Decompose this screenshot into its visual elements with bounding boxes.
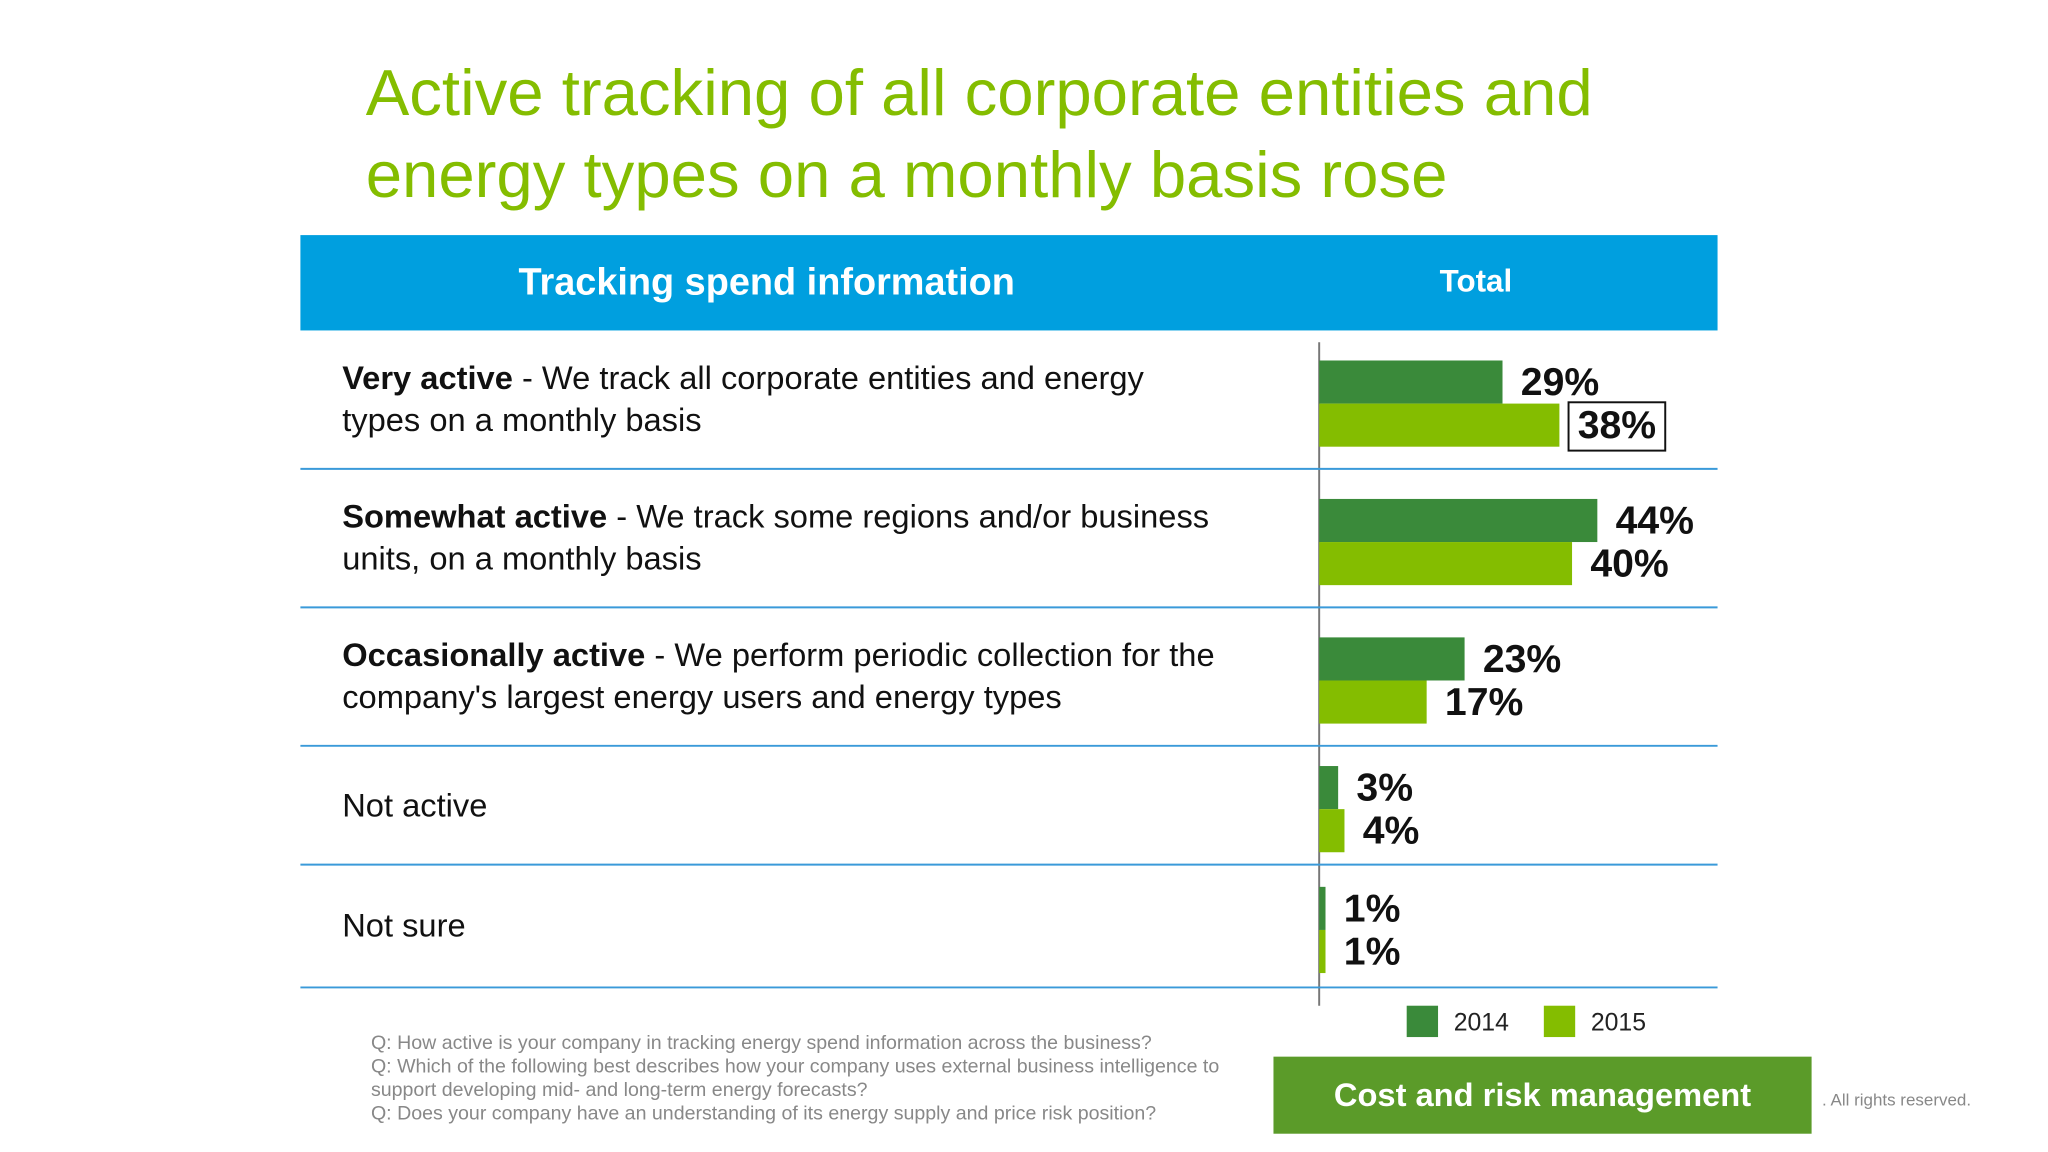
legend-swatch — [1406, 1005, 1439, 1038]
category-text: Occasionally active - We perform periodi… — [342, 635, 1230, 719]
category-box: Not active — [342, 746, 1256, 865]
footnote: Q: Which of the following best describes… — [370, 1055, 1220, 1102]
bar — [1319, 498, 1598, 543]
bar — [1319, 403, 1560, 447]
copyright: . All rights reserved. — [1822, 1091, 1971, 1110]
category-term: Occasionally active — [342, 637, 646, 674]
category-description: - We perform periodic collection for the… — [342, 637, 1215, 716]
category-box: Not sure — [342, 865, 1256, 988]
bar — [1319, 886, 1326, 930]
value-label: 3% — [1356, 767, 1413, 810]
bar — [1319, 360, 1503, 404]
legend-label: 2015 — [1591, 1010, 1646, 1037]
category-text: Not sure — [342, 905, 1230, 947]
highlight-box — [1567, 401, 1667, 452]
value-label: 1% — [1344, 930, 1401, 973]
bar — [1319, 637, 1465, 681]
bar — [1319, 766, 1339, 810]
legend-label: 2014 — [1454, 1010, 1509, 1037]
header-left: Tracking spend information — [518, 262, 1014, 304]
button-label[interactable]: Cost and risk management — [1334, 1076, 1751, 1113]
value-label: 1% — [1344, 887, 1401, 930]
bar — [1319, 809, 1345, 853]
category: Not sure — [342, 865, 1256, 988]
header-right: Total — [1440, 264, 1513, 299]
category-text: Very active - We track all corporate ent… — [342, 358, 1230, 442]
category-description: Not active — [342, 786, 488, 824]
title: Active tracking of all corporate entitie… — [365, 56, 1593, 212]
category-description: - We track some regions and/or business … — [342, 498, 1210, 578]
value-label: 44% — [1616, 499, 1694, 542]
category-box: Occasionally active - We perform periodi… — [342, 607, 1256, 745]
category-box: Very active - We track all corporate ent… — [342, 330, 1256, 468]
value-label: 4% — [1363, 810, 1420, 853]
title-box: Active tracking of all corporate entitie… — [365, 56, 1593, 212]
value-label: 17% — [1445, 681, 1523, 724]
value-label: 38% — [1578, 404, 1656, 447]
category-term: Somewhat active — [342, 498, 608, 536]
bar — [1319, 929, 1326, 974]
footnotes: Q: How active is your company in trackin… — [371, 1032, 1259, 1126]
category: Not active — [342, 746, 1256, 865]
category: Occasionally active - We perform periodi… — [342, 607, 1256, 745]
category: Somewhat active - We track some regions … — [342, 469, 1256, 607]
category-term: Very active — [342, 360, 513, 398]
category-description: - We track all corporate entities and en… — [342, 360, 1144, 439]
value-label: 40% — [1590, 543, 1668, 586]
bar — [1319, 542, 1573, 586]
category-text: Not active — [342, 784, 1230, 826]
footnote-box: Q: How active is your company in trackin… — [371, 1032, 1259, 1126]
header-bar — [300, 235, 1718, 331]
footnote: Q: How active is your company in trackin… — [370, 1031, 1152, 1055]
category-box: Somewhat active - We track some regions … — [342, 469, 1256, 607]
category-text: Somewhat active - We track some regions … — [342, 496, 1230, 580]
category: Very active - We track all corporate ent… — [342, 330, 1256, 468]
value-label: 29% — [1521, 361, 1599, 404]
category-description: Not sure — [342, 907, 466, 945]
button[interactable] — [1273, 1056, 1812, 1134]
bar — [1319, 680, 1427, 724]
value-label: 23% — [1483, 638, 1561, 681]
footnote: Q: Does your company have an understandi… — [370, 1102, 1157, 1125]
legend-swatch — [1543, 1005, 1576, 1038]
